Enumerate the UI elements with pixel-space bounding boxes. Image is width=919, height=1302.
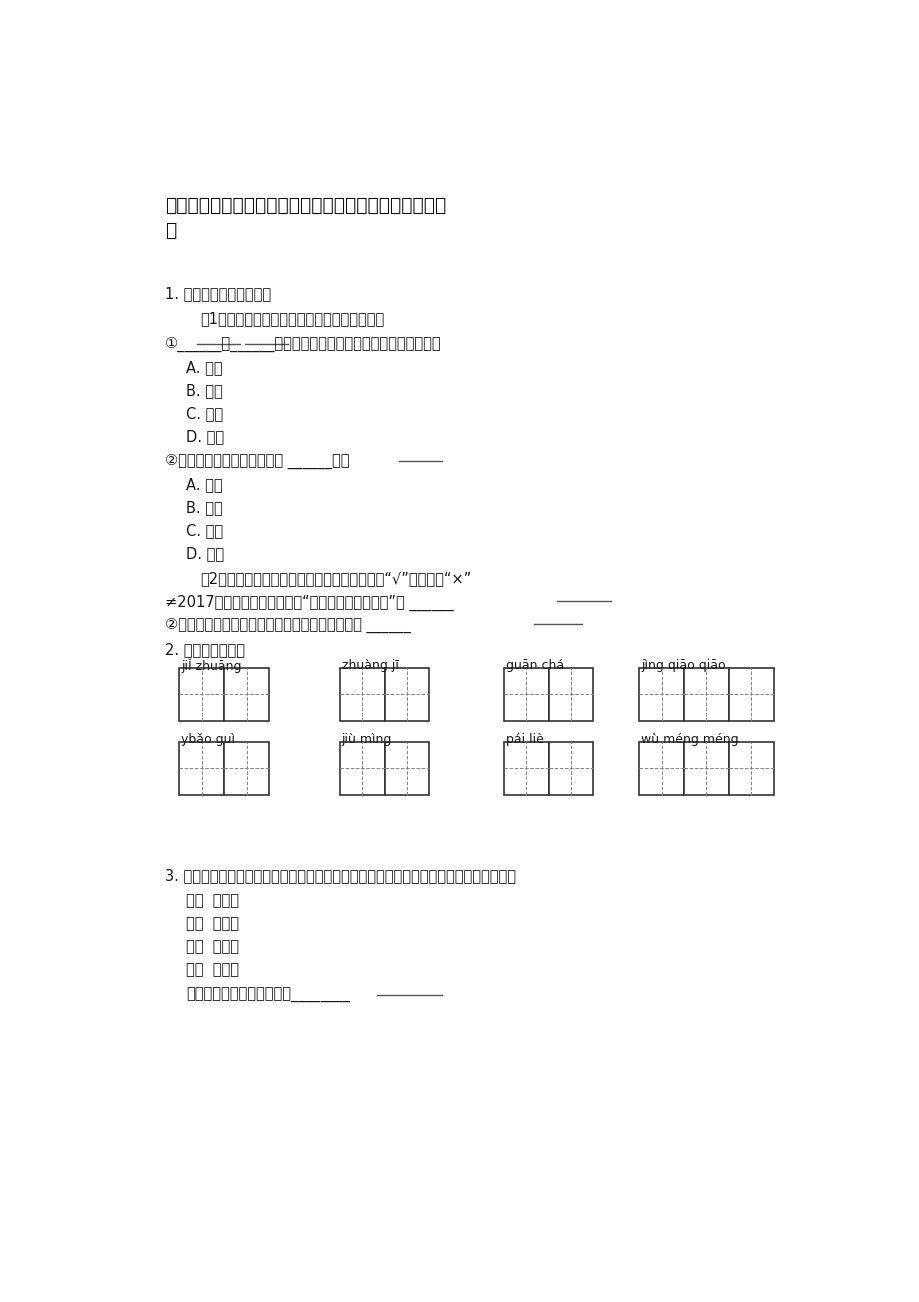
- Bar: [728, 668, 773, 721]
- Text: 1. 听读短文，完成练习。: 1. 听读短文，完成练习。: [165, 286, 271, 302]
- Text: C. 荔湾: C. 荔湾: [186, 523, 223, 538]
- Text: ybǎo guì: ybǎo guì: [181, 733, 235, 746]
- Bar: [548, 742, 593, 794]
- Bar: [384, 742, 429, 794]
- Text: A. 粤剧: A. 粤剧: [186, 359, 222, 375]
- Text: 问天  工艺坊: 问天 工艺坊: [186, 962, 239, 978]
- Bar: [683, 742, 728, 794]
- Text: 广东省广州市越秀区小学三年级上学期语文期末试题及答: 广东省广州市越秀区小学三年级上学期语文期末试题及答: [165, 197, 446, 215]
- Bar: [384, 668, 429, 721]
- Text: jiǏ zhuāng: jiǏ zhuāng: [181, 659, 242, 673]
- Text: 案: 案: [165, 221, 176, 241]
- Text: D. 粤曲: D. 粤曲: [186, 428, 224, 444]
- Text: ≠2017年粤剧艺术博物馆获得“中国建筑工程鲁班奖”。 ______: ≠2017年粤剧艺术博物馆获得“中国建筑工程鲁班奖”。 ______: [165, 594, 453, 611]
- Text: B. 天河: B. 天河: [186, 500, 222, 516]
- Bar: [179, 668, 224, 721]
- Text: ②粤剧艺术博物馆位于广州市 ______区。: ②粤剧艺术博物馆位于广州市 ______区。: [165, 454, 349, 469]
- Text: ①______、______经历了千年文化融汇，是广府文化的瑞宝。: ①______、______经历了千年文化融汇，是广府文化的瑞宝。: [165, 337, 441, 352]
- Text: A. 海珠: A. 海珠: [186, 477, 222, 492]
- Text: 我给科学兴趣小组起个名：________: 我给科学兴趣小组起个名：________: [186, 988, 350, 1004]
- Text: C. 粤菜: C. 粤菜: [186, 406, 223, 421]
- Bar: [503, 742, 548, 794]
- Text: guān chá: guān chá: [505, 659, 563, 672]
- Text: 2. 读拼音写词语。: 2. 读拼音写词语。: [165, 642, 244, 658]
- Text: jiù mìng: jiù mìng: [341, 733, 391, 746]
- Bar: [224, 668, 268, 721]
- Bar: [639, 742, 683, 794]
- Bar: [224, 742, 268, 794]
- Bar: [683, 668, 728, 721]
- Bar: [639, 668, 683, 721]
- Text: 孔雀  舞蹈队: 孔雀 舞蹈队: [186, 939, 239, 954]
- Text: 3. 连一连，为兴趣小组选择能体现活动特点的名字，再照样子为科学兴趣小组起个名字。: 3. 连一连，为兴趣小组选择能体现活动特点的名字，再照样子为科学兴趣小组起个名字…: [165, 868, 516, 883]
- Bar: [179, 742, 224, 794]
- Text: 墨香  书法社: 墨香 书法社: [186, 917, 239, 931]
- Bar: [548, 668, 593, 721]
- Bar: [503, 668, 548, 721]
- Text: 巧手  气象组: 巧手 气象组: [186, 893, 239, 907]
- Text: pái liè: pái liè: [505, 733, 543, 746]
- Text: （1）根据短文内容选择正确答案的序号填空。: （1）根据短文内容选择正确答案的序号填空。: [200, 311, 384, 327]
- Bar: [339, 668, 384, 721]
- Bar: [728, 742, 773, 794]
- Text: D. 越秀: D. 越秀: [186, 547, 224, 561]
- Text: zhuàng jī: zhuàng jī: [341, 659, 398, 672]
- Text: wù méng méng: wù méng méng: [641, 733, 738, 746]
- Text: （2）根据短文内容判断下列信息对错，对的打“√”，错的打“×”: （2）根据短文内容判断下列信息对错，对的打“√”，错的打“×”: [200, 572, 471, 586]
- Bar: [339, 742, 384, 794]
- Text: jìng qiāo qiāo: jìng qiāo qiāo: [641, 659, 725, 672]
- Text: ②广州人生日时最爱听著名粤曲小调《行花街》。 ______: ②广州人生日时最爱听著名粤曲小调《行花街》。 ______: [165, 617, 410, 633]
- Text: B. 粤语: B. 粤语: [186, 383, 222, 398]
